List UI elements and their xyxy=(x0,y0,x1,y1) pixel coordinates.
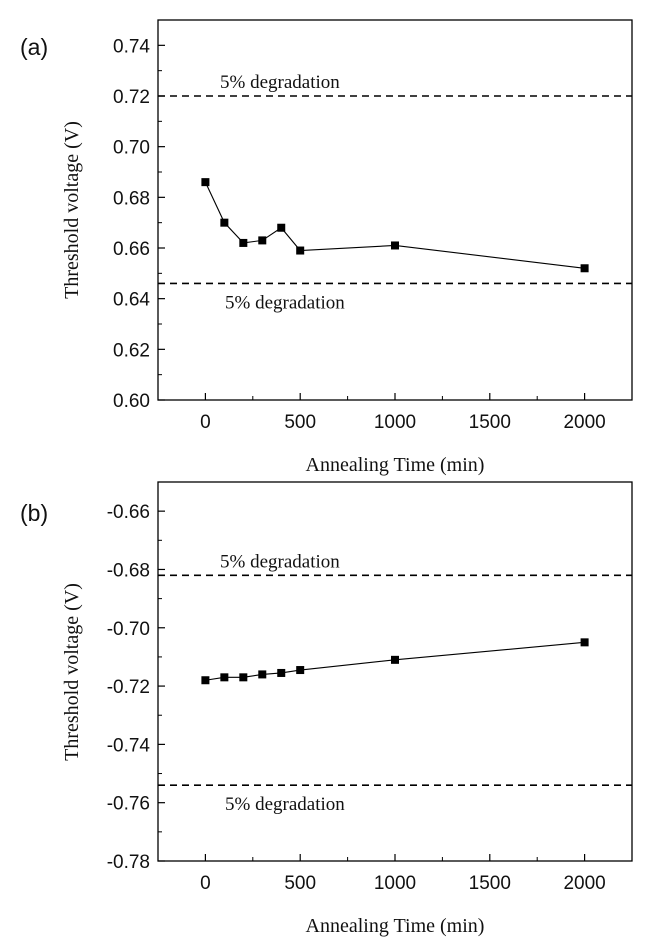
x-tick-label: 1500 xyxy=(469,873,511,894)
x-axis-title: Annealing Time (min) xyxy=(306,454,485,476)
x-tick-label: 500 xyxy=(284,412,316,433)
x-tick-label: 1000 xyxy=(374,412,416,433)
data-point xyxy=(277,668,286,677)
x-tick-label: 2000 xyxy=(563,412,605,433)
degradation-label: 5% degradation xyxy=(225,292,345,313)
x-tick-label: 1500 xyxy=(469,412,511,433)
data-point xyxy=(296,246,305,255)
y-axis-title: Threshold voltage (V) xyxy=(61,121,83,299)
data-point xyxy=(220,218,229,227)
data-point xyxy=(201,178,210,187)
data-point xyxy=(258,670,267,679)
y-tick-label: -0.68 xyxy=(107,560,150,581)
degradation-label: 5% degradation xyxy=(225,794,345,815)
x-tick-label: 500 xyxy=(284,873,316,894)
data-point xyxy=(201,676,210,685)
panel-label: (a) xyxy=(20,34,48,60)
data-point xyxy=(391,655,399,664)
panel-a: (a) 0 500 1000 1500 2000 0.60 0.62 0.64 0.66 0.68 0… xyxy=(20,19,633,476)
data-point xyxy=(277,223,286,232)
panel-label: (b) xyxy=(20,500,48,526)
y-tick-label: 0.66 xyxy=(113,239,150,260)
y-tick-label: 0.72 xyxy=(113,87,150,108)
data-point xyxy=(580,638,589,647)
x-axis-title: Annealing Time (min) xyxy=(306,915,485,937)
y-tick-label: -0.76 xyxy=(107,794,150,815)
degradation-label: 5% degradation xyxy=(220,551,340,572)
y-tick-label: -0.70 xyxy=(107,619,150,640)
y-tick-label: -0.74 xyxy=(107,735,151,756)
panel-b: (b) 0 500 1000 1500 2000 -0.78 -0.76 -0.74 -0.72 -… xyxy=(20,481,633,937)
y-tick-label: 0.60 xyxy=(113,391,150,412)
data-point xyxy=(391,241,399,250)
degradation-label: 5% degradation xyxy=(220,72,340,93)
series-line xyxy=(204,181,585,269)
y-axis-title: Threshold voltage (V) xyxy=(61,583,83,761)
x-tick-label: 1000 xyxy=(374,873,416,894)
x-tick-label: 2000 xyxy=(563,873,605,894)
data-point xyxy=(239,673,248,682)
data-point xyxy=(296,666,305,675)
data-point xyxy=(580,264,589,273)
data-point xyxy=(239,238,248,247)
y-tick-label: -0.78 xyxy=(107,852,150,873)
y-tick-label: 0.70 xyxy=(113,138,150,159)
y-tick-label: 0.62 xyxy=(113,340,150,361)
x-tick-label: 0 xyxy=(200,412,211,433)
y-tick-label: 0.74 xyxy=(113,36,150,57)
y-tick-label: 0.68 xyxy=(113,188,150,209)
y-tick-label: -0.72 xyxy=(107,677,150,698)
y-tick-label: -0.66 xyxy=(107,502,150,523)
data-point xyxy=(258,236,267,245)
x-tick-label: 0 xyxy=(200,873,211,894)
data-point xyxy=(220,673,229,682)
y-tick-label: 0.64 xyxy=(113,290,150,311)
